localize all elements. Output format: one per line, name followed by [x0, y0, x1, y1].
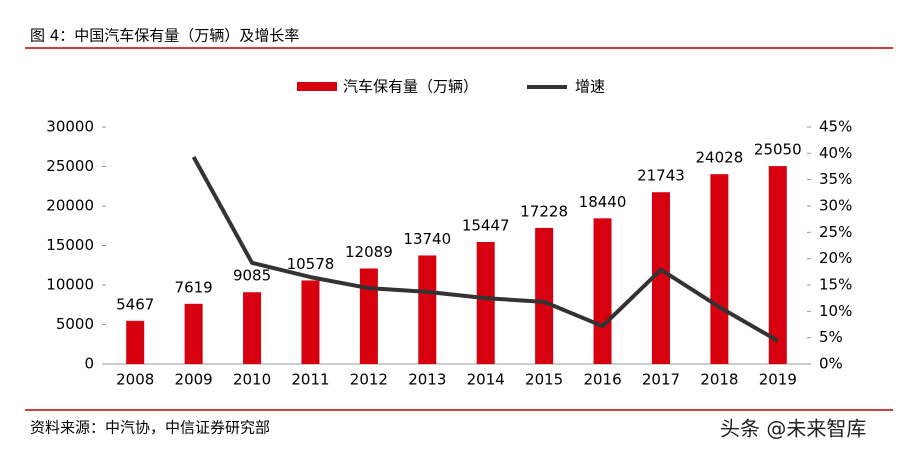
- bar: [476, 241, 495, 364]
- bar: [359, 268, 378, 364]
- x-tick-label: 2011: [291, 371, 329, 389]
- watermark: 头条 @未来智库: [720, 417, 866, 441]
- chart-title: 图 4：中国汽车保有量（万辆）及增长率: [30, 27, 299, 45]
- x-tick-label: 2008: [116, 371, 154, 389]
- x-tick-label: 2013: [408, 371, 446, 389]
- data-label: 15447: [462, 216, 510, 234]
- x-tick-label: 2014: [467, 371, 505, 389]
- y2-tick-label: 30%: [819, 197, 852, 215]
- data-label: 12089: [345, 243, 393, 261]
- y-tick-label: 30000: [46, 118, 94, 136]
- bar: [535, 227, 554, 364]
- bar: [768, 166, 787, 364]
- x-tick-label: 2010: [233, 371, 271, 389]
- bar: [184, 303, 203, 364]
- x-tick-label: 2017: [642, 371, 680, 389]
- bar: [710, 174, 729, 364]
- x-tick-label: 2009: [175, 371, 213, 389]
- y-tick-label: 15000: [46, 236, 94, 254]
- bar: [126, 320, 145, 364]
- y2-tick-label: 35%: [819, 170, 852, 188]
- legend-label: 汽车保有量（万辆）: [343, 78, 478, 96]
- bar: [651, 192, 670, 364]
- legend-label: 增速: [575, 78, 605, 96]
- data-label: 21743: [637, 167, 685, 185]
- source: 资料来源：中汽协，中信证券研究部: [30, 419, 270, 437]
- data-label: 18440: [579, 193, 627, 211]
- y-tick-label: 10000: [46, 276, 94, 294]
- growth-line: [191, 156, 779, 343]
- x-tick-label: 2016: [583, 371, 621, 389]
- data-label: 24028: [696, 149, 744, 167]
- y-tick-label: 0: [84, 355, 94, 373]
- bar: [243, 292, 262, 364]
- data-label: 7619: [175, 278, 213, 296]
- y2-tick-label: 20%: [819, 249, 852, 267]
- y-tick-label: 25000: [46, 157, 94, 175]
- bar: [301, 280, 320, 364]
- legend-swatch: [297, 82, 337, 91]
- data-label: 13740: [403, 230, 451, 248]
- y-tick-label: 20000: [46, 197, 94, 215]
- data-label: 25050: [754, 141, 802, 159]
- x-tick-label: 2015: [525, 371, 563, 389]
- data-label: 5467: [116, 295, 154, 313]
- data-label: 9085: [233, 267, 271, 285]
- y2-tick-label: 5%: [819, 328, 843, 346]
- bar: [593, 218, 612, 364]
- data-label: 10578: [287, 255, 335, 273]
- data-label: 17228: [520, 202, 568, 220]
- y2-tick-label: 0%: [819, 355, 843, 373]
- y2-tick-label: 25%: [819, 223, 852, 241]
- x-tick-label: 2019: [759, 371, 797, 389]
- y2-tick-label: 40%: [819, 144, 852, 162]
- y2-tick-label: 10%: [819, 302, 852, 320]
- y2-tick-label: 15%: [819, 276, 852, 294]
- y-tick-label: 5000: [56, 315, 94, 333]
- x-tick-label: 2012: [350, 371, 388, 389]
- y2-tick-label: 45%: [819, 118, 852, 136]
- bar: [418, 255, 437, 364]
- x-tick-label: 2018: [700, 371, 738, 389]
